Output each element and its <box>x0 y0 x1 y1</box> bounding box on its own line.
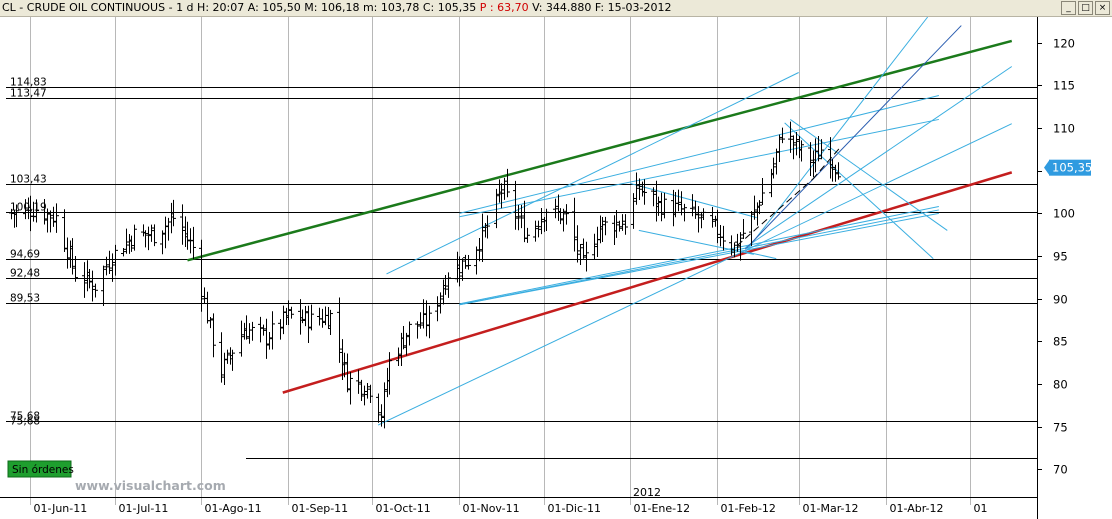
x-tick-label: 01-Jun-11 <box>34 502 88 515</box>
blue-trend-line <box>459 95 939 214</box>
blue-trend-line <box>784 122 934 259</box>
price-tick-label: 115 <box>1053 79 1075 93</box>
title-low: m: 103,78 <box>362 1 420 14</box>
level-label: 103,43 <box>10 174 47 186</box>
price-tick-label: 120 <box>1053 37 1075 51</box>
black_dashed-trend-line <box>812 146 842 180</box>
chart-title: CL - CRUDE OIL CONTINUOUS - 1 d H: 20:07… <box>2 1 672 14</box>
year-marker: 2012 <box>633 486 661 499</box>
title-hour: H: 20:07 <box>197 1 245 14</box>
blue-trend-line <box>630 182 757 219</box>
price-axis-panel <box>1037 17 1112 519</box>
title-open: A: 105,50 <box>247 1 301 14</box>
x-tick-label: 01-Ago-11 <box>205 502 262 515</box>
title-bar: CL - CRUDE OIL CONTINUOUS - 1 d H: 20:07… <box>0 0 1112 17</box>
blue-trend-line <box>789 119 948 231</box>
x-tick-label: 01-Mar-12 <box>803 502 859 515</box>
close-button[interactable]: × <box>1095 1 1110 15</box>
title-date: F: 15-03-2012 <box>594 1 672 14</box>
level-label: 114,83 <box>10 77 47 89</box>
navy-trend-line <box>745 25 962 250</box>
price-tick-label: 80 <box>1053 378 1068 392</box>
level-label: 89,53 <box>10 293 40 305</box>
window-controls: _ □ × <box>1061 1 1110 15</box>
blue-trend-line <box>745 66 1013 248</box>
watermark: www.visualchart.com <box>75 478 226 493</box>
x-tick-label: 01-Feb-12 <box>721 502 776 515</box>
last-price-label: 105,35 <box>1052 161 1092 175</box>
price-tick-label: 85 <box>1053 335 1068 349</box>
title-volume: V: 344.880 <box>532 1 592 14</box>
x-tick-label: 01-Ene-12 <box>634 502 691 515</box>
x-tick-label: 01-Sep-11 <box>292 502 349 515</box>
price-tick-label: 95 <box>1053 250 1068 264</box>
price-tick-label: 75 <box>1053 421 1068 435</box>
level-label: 113,47 <box>10 88 47 100</box>
blue-trend-line <box>459 209 939 306</box>
level-label: 94,69 <box>10 249 40 261</box>
last-price-pointer <box>1044 160 1049 175</box>
price-tick-label: 100 <box>1053 207 1075 221</box>
blue-trend-line <box>745 251 777 260</box>
green-trend-line <box>187 39 1013 262</box>
minimize-button[interactable]: _ <box>1061 1 1076 15</box>
x-tick-label: 01-Jul-11 <box>119 502 169 515</box>
blue-trend-line <box>459 118 939 218</box>
price-tick-label: 90 <box>1053 293 1068 307</box>
last-price-box <box>1049 159 1091 176</box>
title-symbol: CL - CRUDE OIL CONTINUOUS - <box>2 1 177 14</box>
blue-trend-line <box>459 212 939 306</box>
title-close: C: 105,35 <box>422 1 477 14</box>
maximize-button[interactable]: □ <box>1078 1 1093 15</box>
title-interval: 1 d <box>176 1 194 14</box>
x-tick-label: 01-Nov-11 <box>463 502 520 515</box>
blue-trend-line <box>745 16 929 253</box>
orders-badge <box>7 460 72 478</box>
blue-trend-line <box>459 206 939 305</box>
x-tick-label: 01-Abr-12 <box>890 502 944 515</box>
x-tick-label: 01-Dic-11 <box>548 502 602 515</box>
level-label: 75,68 <box>10 416 40 428</box>
x-tick-label: 01 <box>974 502 988 515</box>
price-tick-label: 110 <box>1053 122 1075 136</box>
title-change: P : 63,70 <box>479 1 529 14</box>
blue-trend-line <box>377 123 1012 426</box>
title-high: M: 106,18 <box>304 1 360 14</box>
orders-badge-text: Sin órdenes <box>12 464 74 476</box>
plot-background <box>0 17 1112 519</box>
blue-trend-line <box>386 72 799 275</box>
price-tick-label: 70 <box>1053 463 1068 477</box>
red-trend-line <box>282 171 1013 394</box>
x-tick-label: 01-Oct-11 <box>376 502 431 515</box>
black_dashed-trend-line <box>736 178 814 247</box>
level-label: 75,68 <box>10 411 40 423</box>
level-label: 92,48 <box>10 268 40 280</box>
